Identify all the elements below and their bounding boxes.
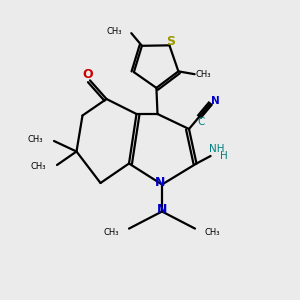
Text: O: O xyxy=(82,68,93,82)
Text: CH₃: CH₃ xyxy=(196,70,212,79)
Text: H: H xyxy=(220,151,227,161)
Text: C: C xyxy=(197,117,205,127)
Text: N: N xyxy=(211,96,220,106)
Text: CH₃: CH₃ xyxy=(104,228,119,237)
Text: CH₃: CH₃ xyxy=(107,27,122,36)
Text: CH₃: CH₃ xyxy=(30,162,46,171)
Text: N: N xyxy=(157,202,167,216)
Text: NH: NH xyxy=(209,144,224,154)
Text: CH₃: CH₃ xyxy=(205,228,220,237)
Text: S: S xyxy=(167,35,176,48)
Text: N: N xyxy=(155,176,166,189)
Text: CH₃: CH₃ xyxy=(27,135,43,144)
